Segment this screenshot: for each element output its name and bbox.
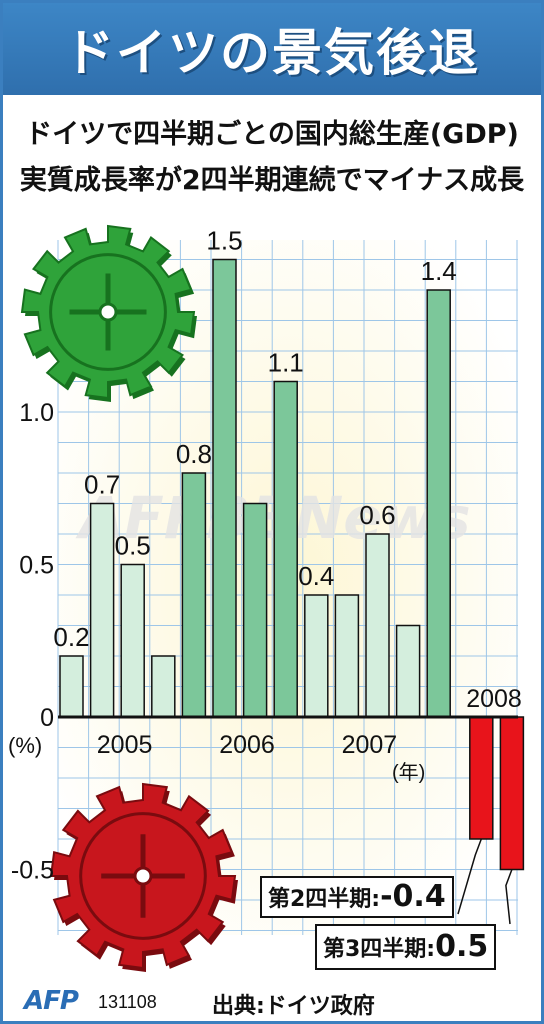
afp-logo: AFP [24,986,79,1016]
callout-q2: 第2四半期:-0.4 [260,876,454,918]
y-tick-label: 0 [40,704,54,732]
bar-2006 [273,380,298,718]
bar-2007 [334,594,360,718]
watermark-text: AFPBBNews [75,484,470,552]
bar-2005 [151,655,176,718]
y-axis-unit: (%) [8,733,42,758]
x-axis-unit: (年) [392,761,425,784]
bar-2005 [59,655,84,718]
green-gear-icon [20,224,197,402]
bar-2006 [242,502,268,718]
bar-2007 [395,624,421,718]
callout-q3-label: 第3四半期: [323,937,436,962]
callout-q2-value: -0.4 [380,879,446,914]
y-tick-label: 0.5 [19,552,54,580]
bar-2006 [212,258,237,718]
bar-value-label: 0.4 [298,561,334,591]
year-label: 2007 [342,731,398,759]
bar-value-label: 1.5 [206,226,242,256]
bar-2008 [499,716,525,871]
subtitle-line-1: ドイツで四半期ごとの国内総生産(GDP) [25,119,519,150]
red-gear-icon [49,782,238,972]
callout-leader [457,838,483,915]
bar-value-label: 0.8 [176,439,212,469]
y-tick-label: -0.5 [11,857,54,885]
title-bar: ドイツの景気後退 [3,3,541,95]
page-title: ドイツの景気後退 [64,24,480,82]
bar-2008 [469,716,494,840]
red-gear-icon-axle [133,866,153,886]
bar-2006 [181,472,207,718]
year-label: 2005 [97,731,153,759]
y-tick-label: 1.0 [19,399,54,427]
green-gear-icon-axle [98,302,118,322]
bar-2007 [304,594,329,718]
year-label: 2008 [466,685,522,713]
callout-q3-value: 0.5 [435,929,489,964]
footer-source: 出典:ドイツ政府 [212,994,375,1019]
bar-value-label: 1.1 [268,348,304,378]
bar-value-label: 0.6 [359,500,395,530]
bar-2005 [89,502,115,718]
bar-value-label: 0.2 [53,622,89,652]
bar-2007 [426,289,451,718]
bar-value-label: 0.5 [115,531,151,561]
subtitle-line-2: 実質成長率が2四半期連続でマイナス成長 [19,165,525,196]
callout-q2-label: 第2四半期: [268,887,381,912]
year-label: 2006 [219,731,275,759]
bar-value-label: 0.7 [84,470,120,500]
callout-q3: 第3四半期:0.5 [315,924,497,970]
bar-2005 [120,563,145,718]
bar-2007 [365,533,390,718]
bar-value-label: 1.4 [421,256,457,286]
footer-code: 131108 [98,992,157,1012]
callout-leader [505,869,513,925]
